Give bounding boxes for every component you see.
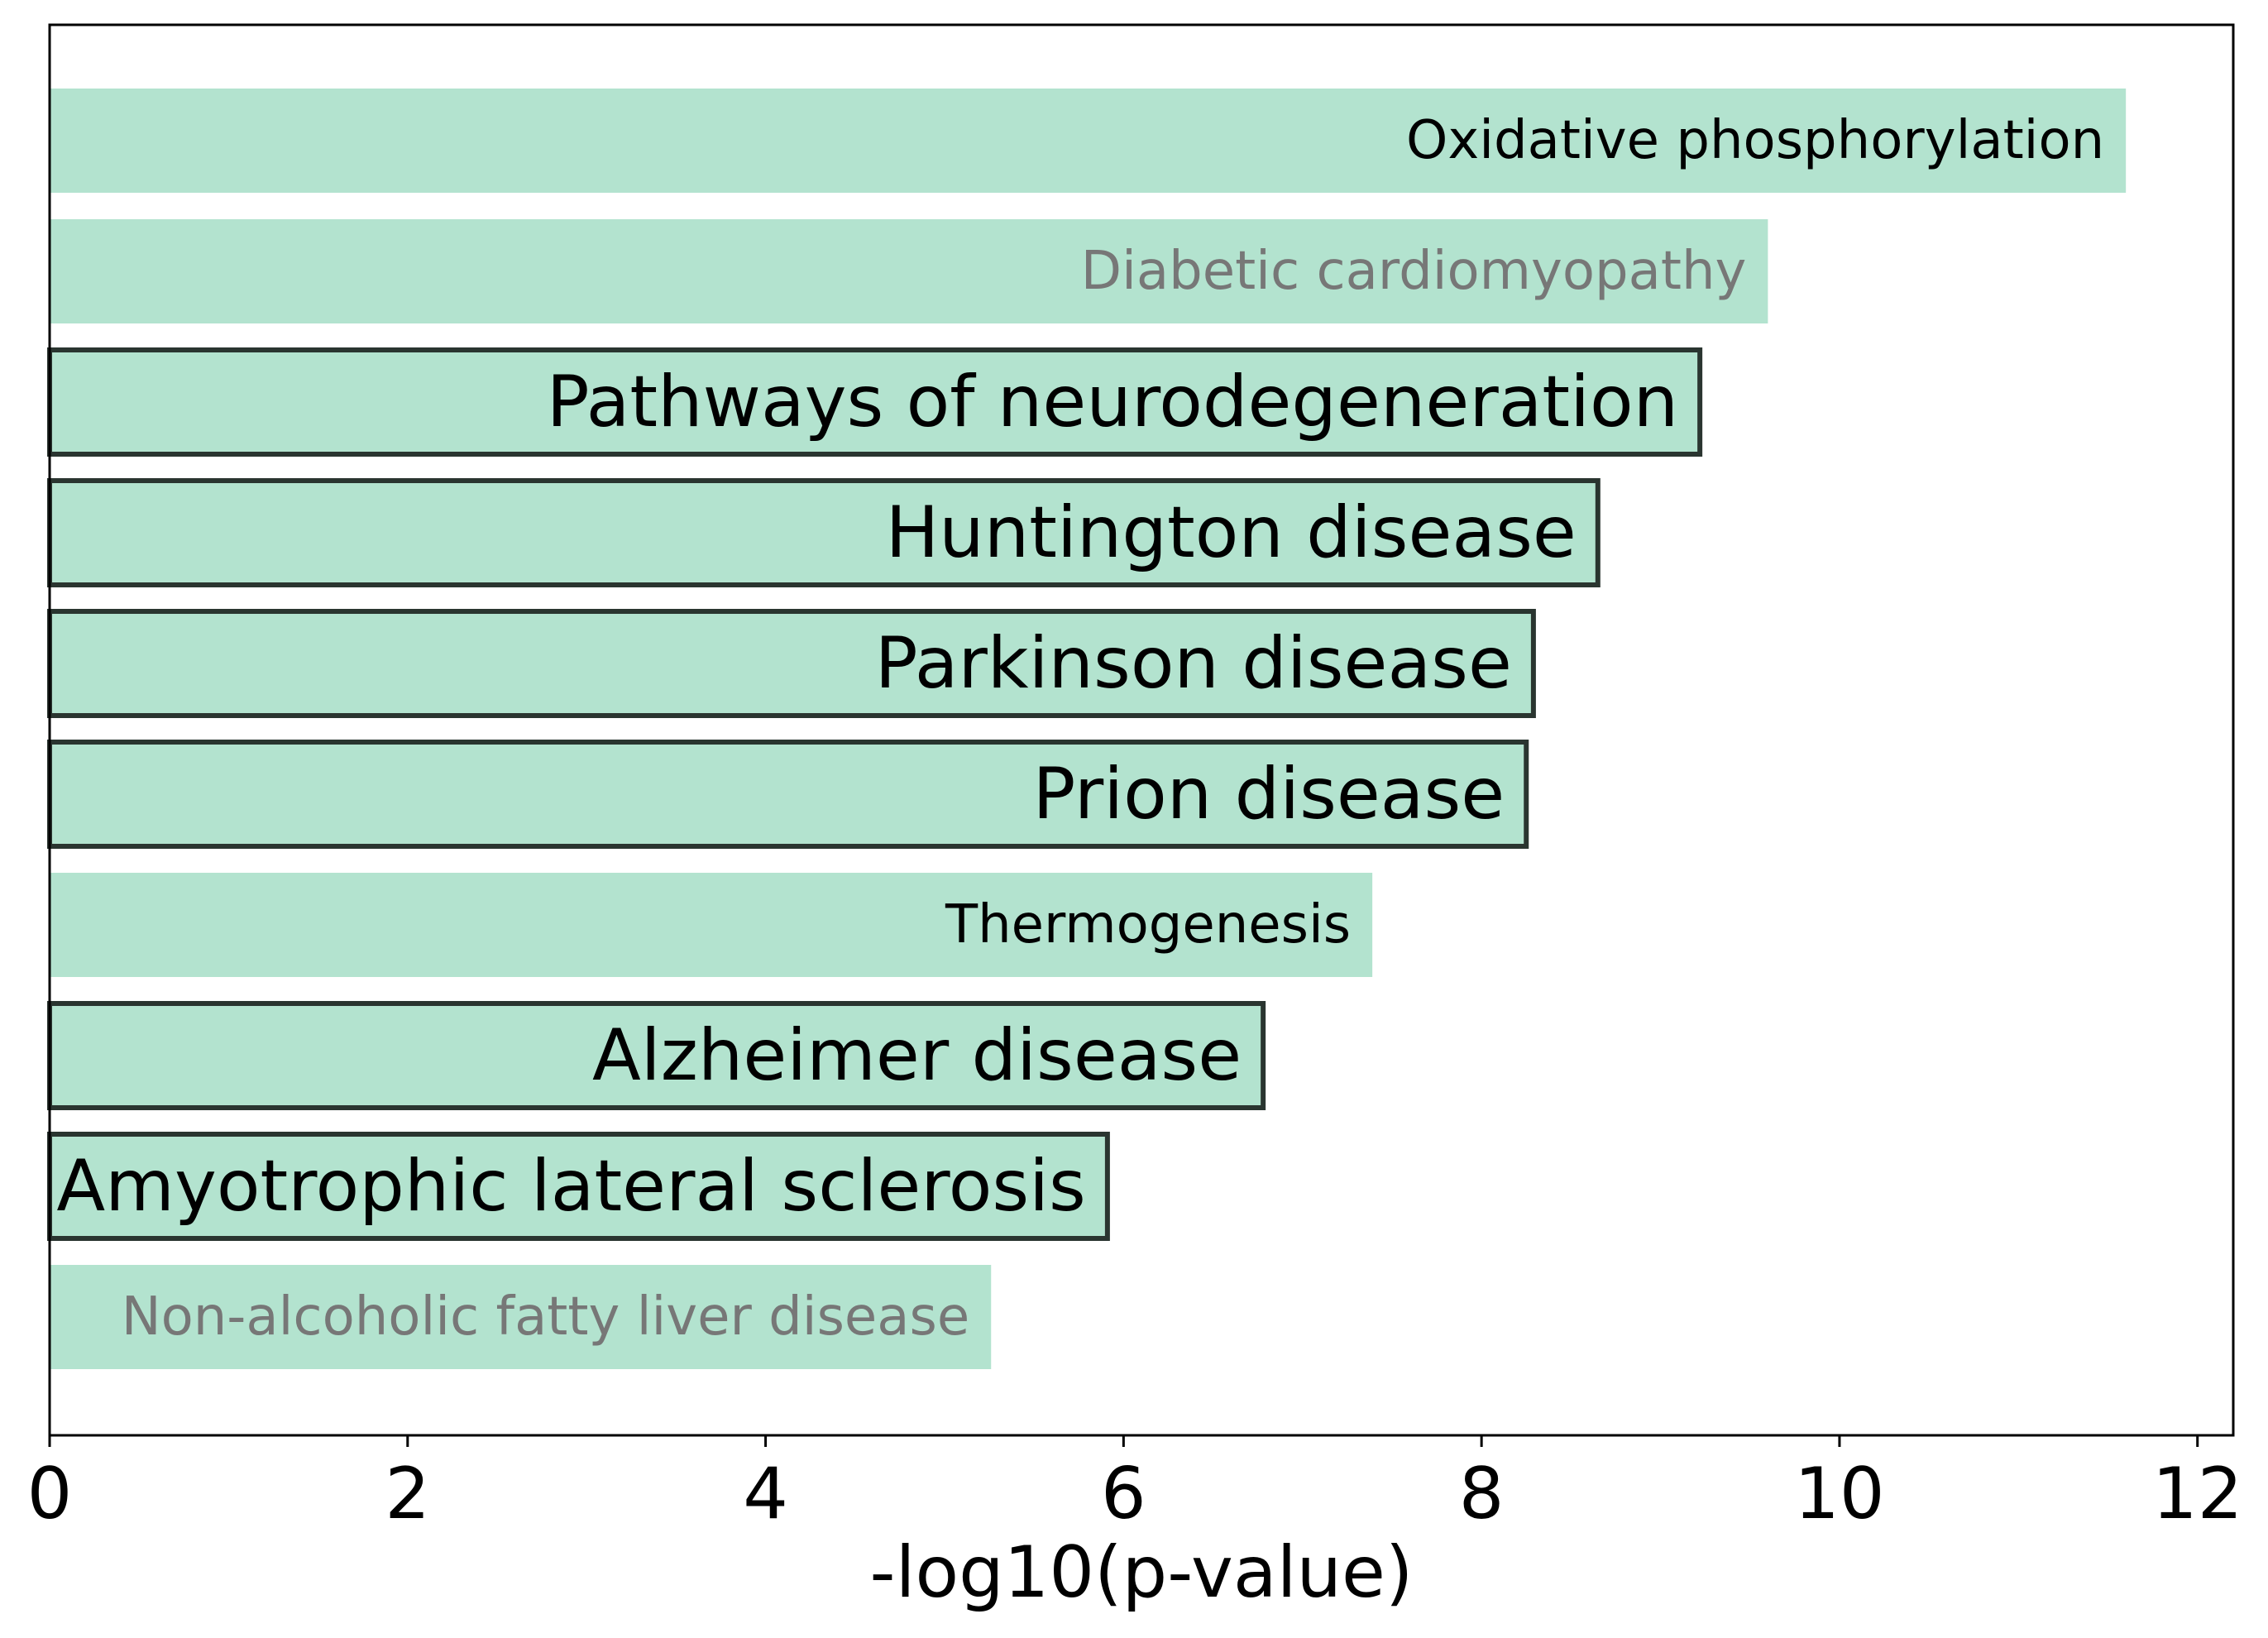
bars	[47, 89, 2127, 1369]
x-axis-ticks: 0 2 4 6 8 10 12	[27, 1435, 2242, 1535]
bar	[47, 347, 1703, 457]
bar	[47, 740, 1529, 849]
x-tick-label: 10	[1794, 1453, 1884, 1535]
bar	[47, 1132, 1110, 1241]
bar-label: Non-alcoholic fatty liver disease	[122, 1286, 970, 1348]
x-tick-label: 12	[2152, 1453, 2242, 1535]
bar-label: Parkinson disease	[875, 622, 1512, 705]
bar-label: Huntington disease	[886, 491, 1577, 574]
bar-labels: Oxidative phosphorylation Diabetic cardio…	[56, 110, 2104, 1348]
bar-label: Prion disease	[1033, 753, 1505, 836]
bar-label: Alzheimer disease	[592, 1014, 1242, 1097]
bar	[47, 1001, 1266, 1110]
bar	[50, 1265, 992, 1369]
bar	[47, 609, 1536, 718]
bar	[50, 89, 2127, 193]
plot-frame	[48, 23, 2235, 1437]
x-tick-label: 4	[743, 1453, 788, 1535]
bar-label: Amyotrophic lateral sclerosis	[56, 1145, 1086, 1228]
x-tick-label: 8	[1459, 1453, 1505, 1535]
x-tick-label: 6	[1101, 1453, 1146, 1535]
bar-label: Oxidative phosphorylation	[1406, 110, 2104, 171]
x-tick-label: 0	[27, 1453, 73, 1535]
bar	[50, 219, 1768, 323]
bar-label: Pathways of neurodegeneration	[547, 361, 1678, 443]
bar-label: Diabetic cardiomyopathy	[1081, 241, 1747, 302]
x-tick-label: 2	[385, 1453, 430, 1535]
bar	[50, 873, 1373, 977]
bar-label: Thermogenesis	[945, 894, 1351, 956]
x-axis-label: -log10(p-value)	[870, 1531, 1414, 1614]
